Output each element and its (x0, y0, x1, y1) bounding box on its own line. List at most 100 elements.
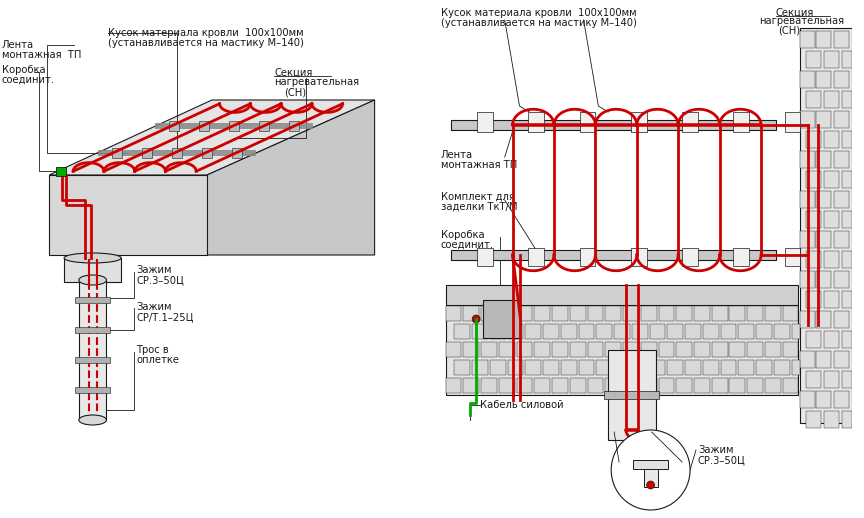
Bar (783, 342, 798, 357)
Bar (756, 324, 772, 339)
Bar (842, 331, 852, 348)
Bar (791, 360, 800, 375)
Bar (508, 324, 524, 339)
Bar (517, 378, 532, 393)
Bar (614, 360, 630, 375)
Bar (834, 71, 848, 88)
Text: Лента: Лента (2, 40, 34, 50)
Bar (842, 51, 852, 68)
Bar (712, 342, 727, 357)
Bar (816, 391, 831, 408)
Bar (75, 327, 111, 333)
Bar (588, 342, 603, 357)
Bar (552, 378, 568, 393)
Polygon shape (98, 150, 256, 155)
Bar (729, 306, 746, 321)
Bar (450, 250, 776, 260)
Text: Зажим: Зажим (698, 445, 734, 455)
Circle shape (611, 430, 690, 510)
Bar (623, 306, 638, 321)
Bar (747, 306, 763, 321)
Bar (824, 331, 839, 348)
Text: нагревательная: нагревательная (759, 16, 844, 26)
Text: Коробка: Коробка (2, 65, 46, 75)
Bar (658, 342, 674, 357)
Bar (463, 306, 480, 321)
Bar (816, 351, 831, 368)
Bar (650, 324, 665, 339)
Bar (774, 324, 790, 339)
Bar (774, 360, 790, 375)
Bar (806, 291, 821, 308)
Text: монтажная  ТП: монтажная ТП (2, 50, 81, 60)
Bar (446, 305, 798, 395)
Bar (596, 360, 613, 375)
Bar (806, 411, 821, 428)
Polygon shape (49, 175, 207, 255)
Bar (800, 311, 816, 328)
Bar (454, 360, 470, 375)
Bar (641, 342, 657, 357)
Bar (517, 306, 532, 321)
Bar (721, 324, 736, 339)
Bar (579, 360, 594, 375)
Bar (739, 360, 754, 375)
Bar (800, 191, 816, 208)
Bar (579, 324, 594, 339)
Bar (588, 378, 603, 393)
Bar (588, 306, 603, 321)
Bar (483, 300, 520, 338)
Bar (739, 324, 754, 339)
Bar (834, 191, 848, 208)
Text: (устанавливается на мастику М–140): (устанавливается на мастику М–140) (109, 38, 304, 48)
Text: соединит.: соединит. (2, 75, 55, 85)
Bar (569, 342, 586, 357)
Polygon shape (202, 148, 212, 157)
Bar (552, 342, 568, 357)
Bar (604, 391, 659, 399)
Bar (816, 311, 831, 328)
Bar (667, 324, 683, 339)
Text: Кабель силовой: Кабель силовой (480, 400, 563, 410)
Bar (842, 131, 852, 148)
Bar (824, 51, 839, 68)
Text: оплетке: оплетке (136, 355, 179, 365)
Bar (508, 360, 524, 375)
Bar (747, 342, 763, 357)
Text: СР.3–50Ц: СР.3–50Ц (136, 275, 184, 285)
Bar (64, 258, 121, 282)
Bar (561, 324, 576, 339)
Text: заделки ТкТ/М: заделки ТкТ/М (441, 202, 518, 212)
Bar (729, 378, 746, 393)
Bar (842, 251, 852, 268)
Bar (800, 111, 816, 128)
Bar (650, 360, 665, 375)
Bar (729, 342, 746, 357)
Bar (824, 131, 839, 148)
Bar (800, 31, 816, 48)
Bar (683, 112, 698, 132)
Bar (756, 360, 772, 375)
Polygon shape (142, 148, 152, 157)
Text: (СН): (СН) (778, 25, 800, 35)
Bar (644, 469, 658, 487)
Bar (800, 71, 816, 88)
Bar (75, 297, 111, 303)
Bar (800, 271, 816, 288)
Bar (816, 111, 831, 128)
Bar (806, 251, 821, 268)
Polygon shape (207, 100, 375, 255)
Bar (658, 378, 674, 393)
Bar (632, 460, 669, 469)
Bar (569, 378, 586, 393)
Text: Секция: Секция (776, 8, 814, 18)
Bar (785, 248, 800, 266)
Bar (55, 167, 67, 176)
Bar (834, 271, 848, 288)
Text: СР/Т.1–25Ц: СР/Т.1–25Ц (136, 312, 194, 322)
Bar (596, 324, 613, 339)
Bar (517, 342, 532, 357)
Bar (490, 360, 505, 375)
Bar (477, 248, 492, 266)
Ellipse shape (64, 253, 121, 263)
